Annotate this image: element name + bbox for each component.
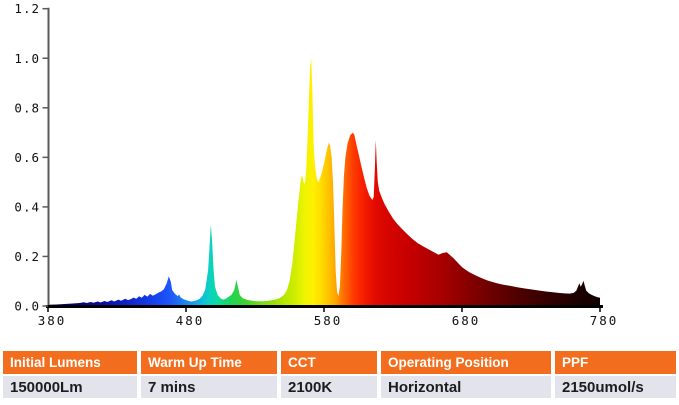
y-tick-label: 0.8 [14,100,40,115]
value-warm-up-time: 7 mins [141,376,277,398]
header-warm-up-time: Warm Up Time [141,351,277,374]
y-tick-label: 1.2 [14,1,40,16]
value-cct: 2100K [281,376,377,398]
x-tick-label: 680 [452,313,481,328]
header-initial-lumens: Initial Lumens [3,351,137,374]
value-initial-lumens: 150000Lm [3,376,137,398]
x-tick-label: 380 [38,313,67,328]
x-tick-label: 580 [314,313,343,328]
y-tick-label: 0.2 [14,249,40,264]
header-cct: CCT [281,351,377,374]
header-ppf: PPF [555,351,676,374]
value-ppf: 2150umol/s [555,376,676,398]
x-tick-label: 480 [176,313,205,328]
y-tick-label: 0.4 [14,199,40,214]
y-tick-label: 1.0 [14,51,40,66]
x-tick-label: 780 [590,313,619,328]
y-tick-label: 0.0 [14,299,40,314]
value-operating-position: Horizontal [381,376,551,398]
spectral-power-chart: 0.0 0.2 0.4 0.6 0.8 1.0 1.2 380 480 580 680 780 [14,1,619,328]
header-operating-position: Operating Position [381,351,551,374]
spec-table: Initial Lumens Warm Up Time CCT Operatin… [3,351,676,398]
y-tick-label: 0.6 [14,150,40,165]
spectrum-area [48,58,600,307]
